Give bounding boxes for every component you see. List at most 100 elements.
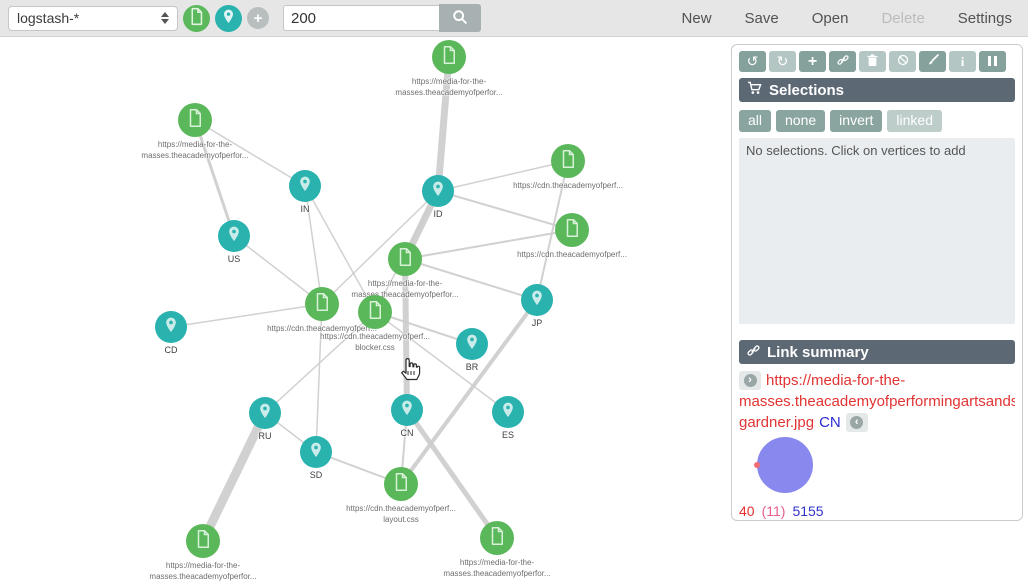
menu-item-open[interactable]: Open — [811, 9, 849, 27]
graph-edge-n2-n3[interactable] — [194, 119, 306, 187]
graph-edge-n1-n4[interactable] — [434, 56, 453, 192]
select-invert-button[interactable]: invert — [830, 110, 883, 132]
menu-item-save[interactable]: Save — [744, 9, 779, 27]
document-icon — [392, 472, 410, 497]
graph-node-n5[interactable]: https://cdn.theacademyofperf... — [513, 144, 623, 190]
menu-item-settings[interactable]: Settings — [957, 9, 1012, 27]
document-icon — [396, 247, 414, 272]
node-label: CN — [400, 428, 414, 438]
graph-node-sd[interactable]: SD — [300, 436, 332, 480]
link-venn-diagram — [739, 437, 1015, 495]
graph-node-ru[interactable]: RU — [249, 397, 281, 441]
select-none-button[interactable]: none — [776, 110, 826, 132]
add-geo-field-button[interactable] — [215, 4, 242, 32]
document-icon — [313, 292, 331, 317]
graph-node-id[interactable]: ID — [422, 175, 454, 219]
map-pin-icon — [464, 334, 480, 355]
drill-down-button[interactable]: i — [949, 51, 976, 72]
graph-node-n9[interactable]: https://cdn.theacademyofperf... — [267, 287, 377, 333]
undo-button[interactable]: ↺ — [739, 51, 766, 72]
document-icon — [366, 300, 384, 325]
graph-tools: ↺ ↻ + i — [739, 51, 1015, 72]
menu-item-new[interactable]: New — [681, 9, 712, 27]
follow-link-forward-button[interactable]: › — [739, 371, 761, 390]
graph-edge-n15-n20[interactable] — [404, 408, 500, 540]
cart-icon — [747, 81, 762, 99]
graph-edge-n8-n11[interactable] — [404, 258, 538, 301]
graph-edge-n2-n6[interactable] — [193, 119, 236, 237]
overlap-doc-count: (11) — [761, 503, 786, 519]
link-summary-body: › https://media-for-the- masses.theacade… — [739, 370, 1015, 522]
pause-layout-button[interactable] — [979, 51, 1006, 72]
index-pattern-select[interactable]: logstash-* — [8, 5, 178, 31]
graph-edge-n12-n9[interactable] — [170, 303, 323, 328]
source-doc-count: 40 — [739, 503, 755, 519]
graph-edge-n5-n11[interactable] — [536, 160, 569, 301]
graph-edge-n17-n9[interactable] — [315, 303, 323, 453]
graph-node-n8[interactable]: https://media-for-the-masses.theacademyo… — [351, 242, 459, 299]
graph-edge-n16-n10[interactable] — [374, 311, 509, 413]
node-label: https://media-for-the-masses.theacademyo… — [149, 561, 257, 581]
add-url-field-button[interactable] — [183, 4, 210, 32]
graph-edge-n3-n9[interactable] — [304, 185, 323, 305]
expand-selection-icon: + — [807, 52, 818, 70]
graph-edge-n13-n10[interactable] — [374, 311, 473, 345]
graph-edge-n5-n4[interactable] — [437, 160, 569, 192]
graph-edge-n7-n8[interactable] — [404, 229, 573, 260]
node-label: IN — [300, 204, 310, 214]
venn-target-circle — [757, 437, 813, 493]
graph-edge-n11-n18[interactable] — [399, 298, 539, 486]
node-label: https://cdn.theacademyofperf... blocker.c… — [320, 332, 430, 352]
map-pin-icon — [308, 442, 324, 463]
graph-node-es[interactable]: ES — [492, 396, 524, 440]
custom-style-button[interactable] — [919, 51, 946, 72]
graph-edge-n4-n9[interactable] — [321, 190, 439, 305]
document-icon — [188, 7, 205, 29]
map-pin-icon — [529, 290, 545, 311]
node-label: https://cdn.theacademyofperf... layout.cs… — [346, 504, 456, 524]
graph-node-cd[interactable]: CD — [155, 311, 187, 355]
expand-selection-button[interactable]: + — [799, 51, 826, 72]
graph-edge-n3-n10[interactable] — [304, 185, 376, 313]
graph-node-n20[interactable]: https://media-for-the-masses.theacademyo… — [443, 521, 551, 578]
select-linked-button[interactable]: linked — [887, 110, 942, 132]
node-label: https://media-for-the-masses.theacademyo… — [395, 77, 503, 97]
graph-edge-n14-n19[interactable] — [198, 411, 270, 543]
node-label: ID — [433, 209, 443, 219]
graph-edge-n6-n9[interactable] — [233, 235, 323, 305]
search-button[interactable] — [439, 4, 481, 32]
link-counts: 40 (11) 5155 — [739, 501, 1015, 522]
node-label: RU — [258, 431, 272, 441]
remove-vertices-button[interactable] — [859, 51, 886, 72]
graph-node-in[interactable]: IN — [289, 170, 321, 214]
graph-node-br[interactable]: BR — [456, 328, 488, 372]
graph-edge-n4-n7[interactable] — [437, 190, 573, 231]
add-field-button[interactable]: + — [247, 7, 269, 29]
map-pin-icon — [221, 9, 236, 27]
graph-node-cn[interactable]: CN — [391, 394, 423, 438]
index-pattern-value: logstash-* — [17, 10, 80, 26]
chevron-left-circle-icon: ‹ — [850, 416, 864, 429]
graph-node-n1[interactable]: https://media-for-the-masses.theacademyo… — [395, 40, 503, 97]
add-links-button[interactable] — [829, 51, 856, 72]
blocklist-button[interactable] — [889, 51, 916, 72]
select-all-button[interactable]: all — [739, 110, 772, 132]
follow-link-back-button[interactable]: ‹ — [845, 413, 868, 432]
graph-edge-n14-n10[interactable] — [264, 311, 376, 414]
graph-node-n18[interactable]: https://cdn.theacademyofperf... layout.cs… — [346, 467, 456, 524]
graph-node-us[interactable]: US — [218, 220, 250, 264]
link-url-line2: masses.theacademyofperformingartsandsci — [739, 393, 1015, 410]
document-icon — [563, 218, 581, 243]
node-label: https://media-for-the-masses.theacademyo… — [443, 558, 551, 578]
redo-button[interactable]: ↻ — [769, 51, 796, 72]
graph-node-n7[interactable]: https://cdn.theacademyofperf... — [517, 213, 627, 259]
map-pin-icon — [430, 181, 446, 202]
graph-node-jp[interactable]: JP — [521, 284, 553, 328]
node-label: BR — [465, 362, 479, 372]
graph-node-n19[interactable]: https://media-for-the-masses.theacademyo… — [149, 524, 257, 581]
node-label: https://media-for-the-masses.theacademyo… — [351, 279, 459, 299]
graph-node-n2[interactable]: https://media-for-the-masses.theacademyo… — [141, 103, 249, 160]
graph-node-n10[interactable]: https://cdn.theacademyofperf... blocker.c… — [320, 295, 430, 352]
search-input[interactable] — [283, 5, 439, 31]
